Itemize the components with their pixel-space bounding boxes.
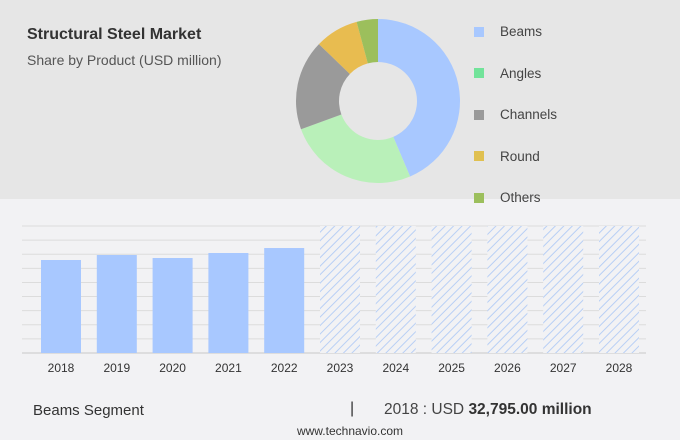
x-tick-label: 2028 [606, 361, 633, 375]
website: www.technavio.com [296, 424, 404, 438]
separator: | [350, 400, 355, 417]
value-prefix: 2018 : USD [384, 401, 469, 418]
x-tick-label: 2027 [550, 361, 577, 375]
legend-item-others: Others [474, 177, 557, 219]
legend-swatch [474, 109, 484, 120]
legend-label: Round [500, 148, 540, 164]
bar-2022 [264, 248, 305, 353]
chart-title: Structural Steel Market [27, 26, 202, 43]
bar-2018 [41, 260, 81, 353]
x-tick-label: 2018 [48, 361, 75, 375]
bar-2025 [431, 226, 472, 353]
segment-label: Beams Segment [33, 402, 144, 419]
bar-2019 [96, 254, 137, 353]
legend-item-channels: Channels [474, 94, 557, 136]
legend-label: Beams [500, 24, 543, 40]
legend-label: Channels [500, 107, 558, 123]
x-tick-label: 2023 [327, 361, 354, 375]
bar-2020 [152, 258, 193, 353]
legend-item-round: Round [474, 136, 557, 178]
bar-2023 [320, 226, 360, 353]
bar-2027 [543, 226, 584, 353]
x-tick-label: 2022 [271, 361, 298, 375]
legend-swatch [474, 192, 484, 203]
segment-value: 2018 : USD 32,795.00 million [384, 401, 592, 419]
bar-2026 [487, 226, 528, 353]
x-tick-label: 2026 [494, 361, 521, 375]
x-tick-label: 2025 [438, 361, 465, 375]
legend: Beams Angles Channels Round Others [474, 11, 557, 219]
legend-label: Others [500, 190, 541, 206]
x-tick-label: 2024 [382, 361, 409, 375]
x-tick-label: 2021 [215, 361, 242, 375]
bar-2024 [375, 226, 416, 353]
chart-subtitle: Share by Product (USD million) [27, 52, 222, 68]
legend-swatch [474, 68, 484, 79]
x-tick-label: 2019 [103, 361, 130, 375]
x-tick-label: 2020 [159, 361, 186, 375]
legend-swatch [474, 26, 484, 37]
value-amount: 32,795.00 million [468, 401, 592, 418]
bar-2021 [208, 253, 249, 353]
legend-item-beams: Beams [474, 11, 557, 53]
legend-item-angles: Angles [474, 53, 557, 95]
legend-label: Angles [500, 65, 542, 81]
legend-swatch [474, 151, 484, 162]
bar-2028 [599, 226, 639, 353]
